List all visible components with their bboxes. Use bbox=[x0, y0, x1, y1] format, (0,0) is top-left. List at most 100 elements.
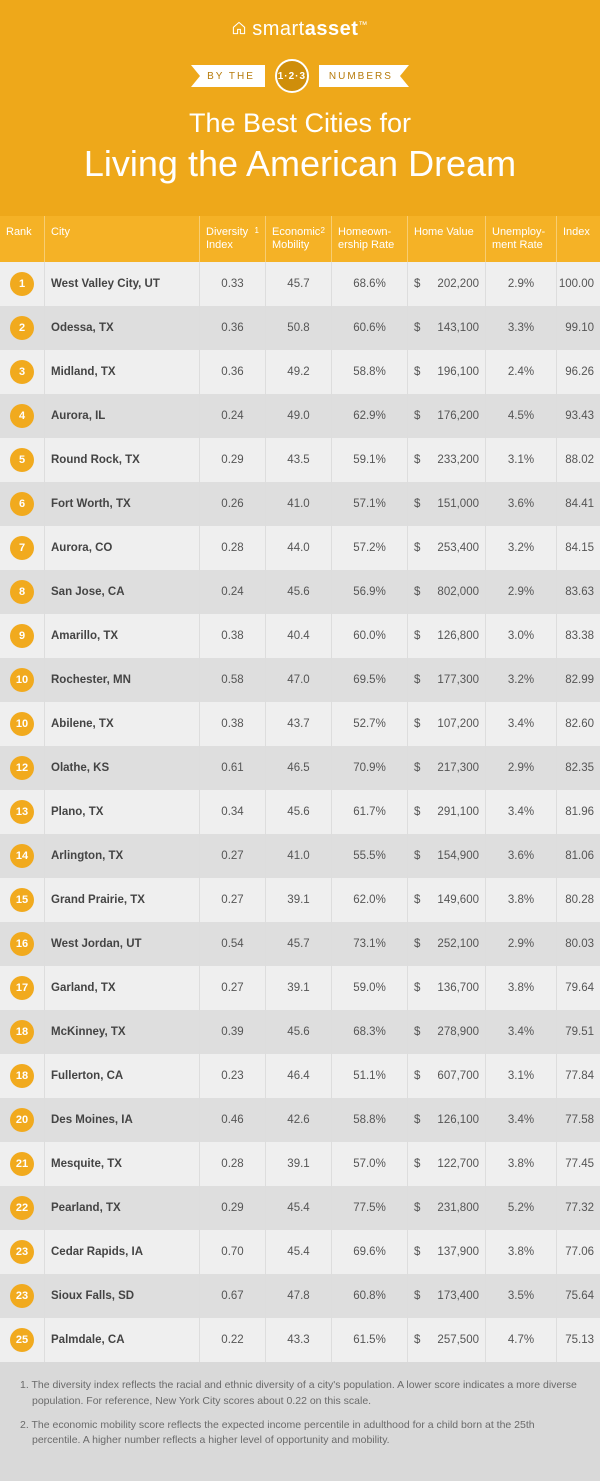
data-cell: 49.0 bbox=[266, 394, 332, 438]
logo-text-1: smart bbox=[252, 18, 305, 40]
rank-badge: 16 bbox=[10, 932, 34, 956]
table-row: 4Aurora, IL0.2449.062.9%$176,2004.5%93.4… bbox=[0, 394, 600, 438]
data-cell: 73.1% bbox=[332, 922, 408, 966]
city-cell: Odessa, TX bbox=[45, 306, 200, 350]
city-cell: Aurora, IL bbox=[45, 394, 200, 438]
data-cell: 80.03 bbox=[557, 922, 600, 966]
city-cell: Fort Worth, TX bbox=[45, 482, 200, 526]
home-value-cell: $217,300 bbox=[408, 746, 486, 790]
data-cell: 40.4 bbox=[266, 614, 332, 658]
data-cell: 75.13 bbox=[557, 1318, 600, 1362]
city-cell: Garland, TX bbox=[45, 966, 200, 1010]
data-cell: 0.34 bbox=[200, 790, 266, 834]
table-row: 8San Jose, CA0.2445.656.9%$802,0002.9%83… bbox=[0, 570, 600, 614]
rank-badge: 23 bbox=[10, 1284, 34, 1308]
data-cell: 93.43 bbox=[557, 394, 600, 438]
data-cell: 39.1 bbox=[266, 1142, 332, 1186]
data-cell: 3.4% bbox=[486, 1010, 557, 1054]
table-row: 21Mesquite, TX0.2839.157.0%$122,7003.8%7… bbox=[0, 1142, 600, 1186]
data-cell: 41.0 bbox=[266, 834, 332, 878]
city-cell: Round Rock, TX bbox=[45, 438, 200, 482]
data-cell: 3.5% bbox=[486, 1274, 557, 1318]
data-cell: 4.5% bbox=[486, 394, 557, 438]
data-cell: 0.28 bbox=[200, 526, 266, 570]
data-cell: 0.58 bbox=[200, 658, 266, 702]
data-cell: 96.26 bbox=[557, 350, 600, 394]
rank-cell: 9 bbox=[0, 614, 45, 658]
rank-cell: 4 bbox=[0, 394, 45, 438]
rank-badge: 25 bbox=[10, 1328, 34, 1352]
rank-badge: 14 bbox=[10, 844, 34, 868]
data-cell: 47.0 bbox=[266, 658, 332, 702]
data-cell: 75.64 bbox=[557, 1274, 600, 1318]
home-value-cell: $137,900 bbox=[408, 1230, 486, 1274]
rank-cell: 16 bbox=[0, 922, 45, 966]
city-cell: West Jordan, UT bbox=[45, 922, 200, 966]
city-cell: Plano, TX bbox=[45, 790, 200, 834]
col-header: Economic Mobility2 bbox=[266, 216, 332, 262]
data-cell: 59.0% bbox=[332, 966, 408, 1010]
rank-cell: 2 bbox=[0, 306, 45, 350]
home-value-cell: $151,000 bbox=[408, 482, 486, 526]
home-value-cell: $278,900 bbox=[408, 1010, 486, 1054]
rank-badge: 21 bbox=[10, 1152, 34, 1176]
title-line2: Living the American Dream bbox=[0, 141, 600, 186]
col-header: Diversity Index1 bbox=[200, 216, 266, 262]
city-cell: Midland, TX bbox=[45, 350, 200, 394]
data-cell: 61.7% bbox=[332, 790, 408, 834]
table-row: 15Grand Prairie, TX0.2739.162.0%$149,600… bbox=[0, 878, 600, 922]
rank-cell: 13 bbox=[0, 790, 45, 834]
rank-badge: 20 bbox=[10, 1108, 34, 1132]
data-cell: 82.60 bbox=[557, 702, 600, 746]
data-cell: 77.58 bbox=[557, 1098, 600, 1142]
table-row: 10Abilene, TX0.3843.752.7%$107,2003.4%82… bbox=[0, 702, 600, 746]
home-value-cell: $257,500 bbox=[408, 1318, 486, 1362]
rank-cell: 25 bbox=[0, 1318, 45, 1362]
city-cell: Palmdale, CA bbox=[45, 1318, 200, 1362]
home-value-cell: $291,100 bbox=[408, 790, 486, 834]
rank-badge: 17 bbox=[10, 976, 34, 1000]
data-cell: 0.54 bbox=[200, 922, 266, 966]
data-cell: 0.70 bbox=[200, 1230, 266, 1274]
rank-cell: 10 bbox=[0, 658, 45, 702]
data-cell: 0.46 bbox=[200, 1098, 266, 1142]
col-header: Unemploy-ment Rate bbox=[486, 216, 557, 262]
rank-badge: 7 bbox=[10, 536, 34, 560]
data-cell: 77.06 bbox=[557, 1230, 600, 1274]
data-cell: 3.4% bbox=[486, 790, 557, 834]
data-cell: 57.1% bbox=[332, 482, 408, 526]
data-cell: 77.84 bbox=[557, 1054, 600, 1098]
rank-badge: 18 bbox=[10, 1020, 34, 1044]
city-cell: West Valley City, UT bbox=[45, 262, 200, 306]
data-cell: 69.5% bbox=[332, 658, 408, 702]
city-cell: Sioux Falls, SD bbox=[45, 1274, 200, 1318]
data-cell: 39.1 bbox=[266, 878, 332, 922]
rank-cell: 20 bbox=[0, 1098, 45, 1142]
data-cell: 3.4% bbox=[486, 1098, 557, 1142]
data-cell: 3.4% bbox=[486, 702, 557, 746]
data-cell: 3.1% bbox=[486, 438, 557, 482]
data-cell: 45.6 bbox=[266, 1010, 332, 1054]
data-cell: 0.61 bbox=[200, 746, 266, 790]
col-header: Homeown-ership Rate bbox=[332, 216, 408, 262]
data-cell: 0.27 bbox=[200, 878, 266, 922]
home-value-cell: $122,700 bbox=[408, 1142, 486, 1186]
data-cell: 45.4 bbox=[266, 1230, 332, 1274]
data-cell: 5.2% bbox=[486, 1186, 557, 1230]
col-header: Home Value bbox=[408, 216, 486, 262]
data-cell: 83.38 bbox=[557, 614, 600, 658]
data-cell: 47.8 bbox=[266, 1274, 332, 1318]
table-row: 5Round Rock, TX0.2943.559.1%$233,2003.1%… bbox=[0, 438, 600, 482]
rank-cell: 7 bbox=[0, 526, 45, 570]
rank-cell: 17 bbox=[0, 966, 45, 1010]
rank-cell: 12 bbox=[0, 746, 45, 790]
rank-badge: 8 bbox=[10, 580, 34, 604]
city-cell: Rochester, MN bbox=[45, 658, 200, 702]
data-cell: 77.45 bbox=[557, 1142, 600, 1186]
rank-badge: 5 bbox=[10, 448, 34, 472]
home-value-cell: $202,200 bbox=[408, 262, 486, 306]
data-cell: 50.8 bbox=[266, 306, 332, 350]
table-row: 10Rochester, MN0.5847.069.5%$177,3003.2%… bbox=[0, 658, 600, 702]
data-cell: 3.1% bbox=[486, 1054, 557, 1098]
rank-badge: 2 bbox=[10, 316, 34, 340]
